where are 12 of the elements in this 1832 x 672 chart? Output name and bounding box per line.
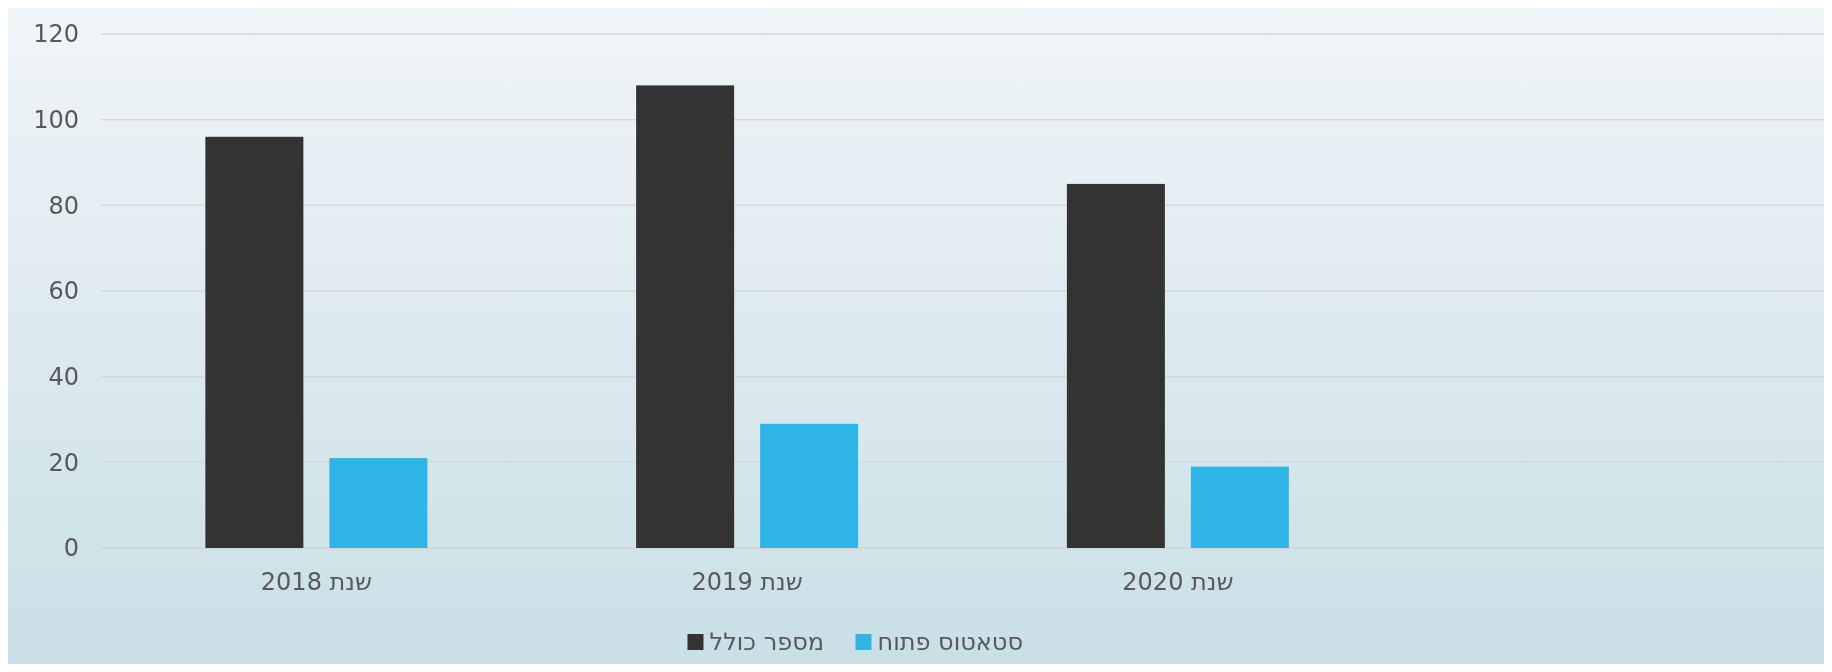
y-tick-label: 20	[48, 448, 79, 477]
y-tick-label: 60	[48, 277, 79, 306]
x-tick-label: שנת 2020	[1122, 568, 1234, 596]
y-tick-label: 80	[48, 191, 79, 220]
y-tick-label: 120	[33, 20, 79, 49]
y-tick-label: 0	[63, 534, 79, 563]
x-tick-label: שנת 2019	[691, 568, 803, 596]
x-tick-label: שנת 2018	[260, 568, 372, 596]
y-tick-label: 100	[33, 106, 79, 135]
legend-label: סטאטוס פתוח	[877, 628, 1023, 657]
y-tick-label: 40	[48, 363, 79, 392]
legend-label: מספר כולל	[709, 628, 825, 657]
